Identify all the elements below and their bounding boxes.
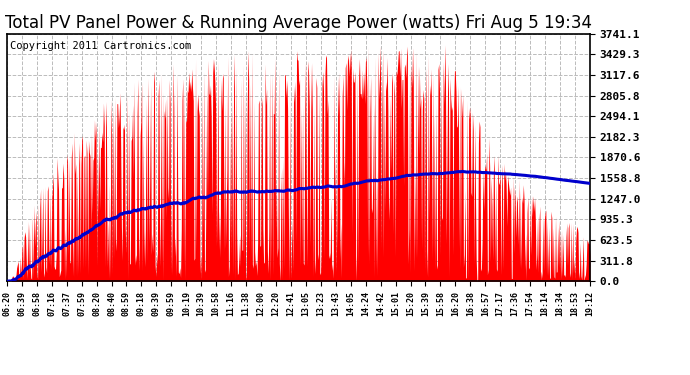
Title: Total PV Panel Power & Running Average Power (watts) Fri Aug 5 19:34: Total PV Panel Power & Running Average P…	[5, 14, 592, 32]
Text: Copyright 2011 Cartronics.com: Copyright 2011 Cartronics.com	[10, 41, 191, 51]
